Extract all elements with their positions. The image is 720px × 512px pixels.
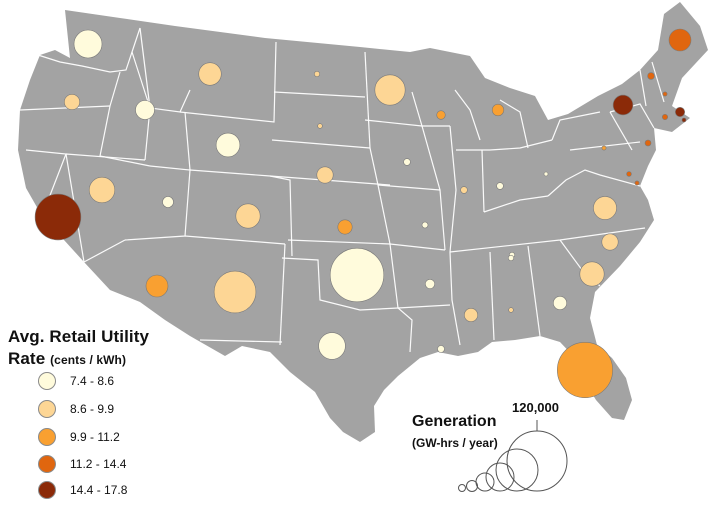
bubble-nc [601,233,619,251]
size-legend-circle-4 [475,472,495,492]
bubble-ok [329,247,385,303]
bubble-al [508,307,514,313]
bubble-mo [421,221,429,229]
legend-label: 8.6 - 9.9 [70,402,115,416]
legend-title-line2: Rate (cents / kWh) [8,348,149,371]
bubble-mt [198,62,222,86]
generation-legend-units: (GW-hrs / year) [412,436,498,450]
bubble-ar [424,278,435,289]
bubble-me [668,28,692,52]
size-legend-circle-3 [485,462,515,492]
generation-bubbles [34,28,692,398]
bubble-ct [661,114,668,121]
bubble-ne [316,166,334,184]
legend-swatch [38,455,56,473]
bubble-nm [213,270,257,314]
generation-legend-title: Generation [412,413,497,430]
legend-units: (cents / kWh) [50,353,127,367]
bubble-ia [403,158,411,166]
bubble-or [64,94,81,111]
legend-swatch [38,400,56,418]
bubble-co [235,203,261,229]
legend-title-line1: Avg. Retail Utility [8,327,150,346]
bubble-tx [318,332,346,360]
bubble-wy [215,132,241,158]
bubble-id [135,100,155,120]
us-land [18,2,708,442]
bubble-wa [73,29,103,59]
bubble-ga [552,295,567,310]
bubble-sc [579,261,605,287]
legend-label: 9.9 - 11.2 [70,430,120,444]
bubble-nj [644,139,652,147]
bubble-vt [647,72,655,80]
generation-size-legend [458,420,568,492]
legend-title: Avg. Retail Utility Rate (cents / kWh) [8,326,149,371]
bubble-md [626,171,632,177]
legend-swatch [38,481,56,499]
state-borders [19,27,665,353]
bubble-ms [463,307,478,322]
legend-label: 14.4 - 17.8 [70,483,128,497]
bubble-tn [507,255,514,262]
bubble-ma [674,107,685,118]
bubble-ut [162,196,174,208]
bubble-ny [612,94,634,116]
bubble-pa [601,145,607,151]
bubble-ca [34,193,82,241]
bubble-nv [88,176,116,204]
bubble-il [460,186,468,194]
bubble-in [496,182,504,190]
bubble-sd [317,123,323,129]
generation-legend-max: 120,000 [512,400,559,415]
legend-label: 7.4 - 8.6 [70,374,115,388]
legend-label: 11.2 - 14.4 [70,457,127,471]
bubble-ri [681,117,687,123]
bubble-fl [556,341,613,398]
bubble-de [634,180,640,186]
legend-title-rate: Rate [8,349,46,368]
size-legend-circle-6 [458,484,466,492]
size-legend-circle-2 [495,448,539,492]
bubble-ks [337,219,353,235]
bubble-nd [313,71,320,78]
legend-swatch [38,428,56,446]
bubble-az [145,274,169,298]
bubble-mi [491,103,505,117]
bubble-mn [374,74,406,106]
bubble-nh [662,91,668,97]
size-legend-circle-1 [506,430,568,492]
bubble-va [593,196,617,220]
bubble-oh [543,171,549,177]
bubble-la [437,345,445,353]
legend-swatch [38,372,56,390]
size-legend-circle-5 [466,480,478,492]
bubble-wi [436,110,446,120]
